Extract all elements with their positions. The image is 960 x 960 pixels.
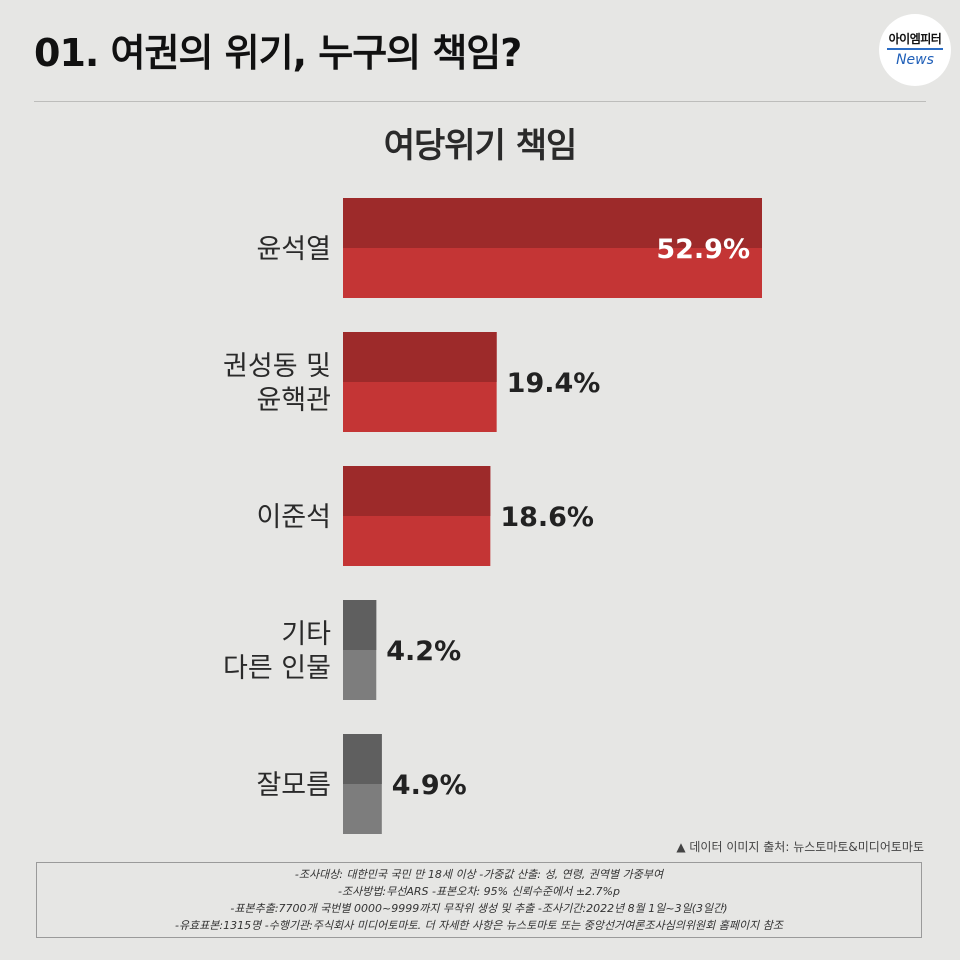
category-label: 다른 인물 [223,653,331,684]
bar-shade [343,734,382,784]
survey-note-line: -조사대상: 대한민국 국민 만 18세 이상 -가중값 산출: 성, 연령, … [294,868,664,881]
logo-divider [887,48,943,50]
value-label: 4.2% [386,636,461,667]
logo-text-bottom: News [896,52,934,68]
brand-logo[interactable]: 아이엠피터 News [879,14,951,86]
category-label: 윤핵관 [256,385,331,416]
category-label: 이준석 [256,502,331,533]
header-divider [34,101,926,102]
category-label: 기타 [281,619,331,650]
source-caption: ▲ 데이터 이미지 출처: 뉴스토마토&미디어토마토 [676,840,924,854]
bar-shade [343,600,377,650]
value-label: 18.6% [500,502,594,533]
chart-title: 여당위기 책임 [383,126,578,166]
bar-shade [343,198,762,248]
survey-notes-box: -조사대상: 대한민국 국민 만 18세 이상 -가중값 산출: 성, 연령, … [36,862,922,938]
survey-note-line: -표본추출:7700개 국번별 0000~9999까지 무작위 생성 및 추출 … [230,902,728,915]
survey-note-line: -유효표본:1315명 -수행기관:주식회사 미디어토마토. 더 자세한 사항은… [174,919,784,932]
bar-shade [343,466,491,516]
value-label: 52.9% [656,234,750,265]
page-title: 01. 여권의 위기, 누구의 책임? [34,31,522,75]
logo-text-top: 아이엠피터 [888,32,942,46]
category-label: 잘모름 [256,770,331,801]
category-label: 윤석열 [256,234,331,265]
category-label: 권성동 및 [223,351,331,382]
value-label: 4.9% [392,770,467,801]
bar-shade [343,332,497,382]
survey-note-line: -조사방법:무선ARS -표본오차: 95% 신뢰수준에서 ±2.7%p [337,885,620,898]
value-label: 19.4% [507,368,601,399]
